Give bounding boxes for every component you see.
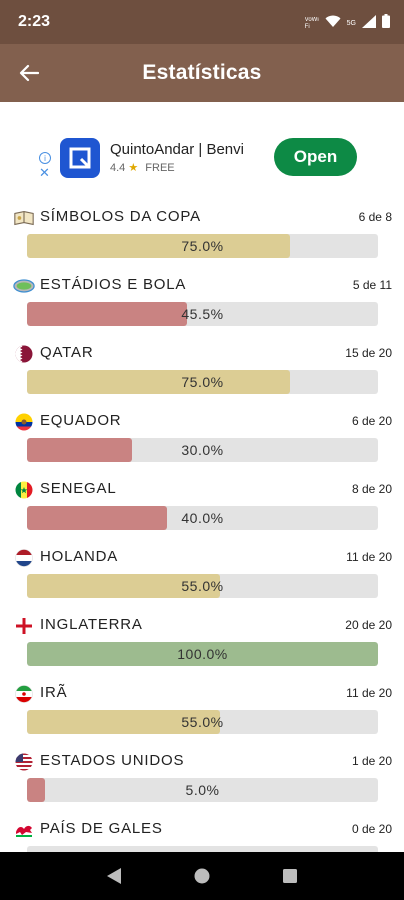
stat-count: 6 de 8 — [358, 210, 392, 224]
stat-name: PAÍS DE GALES — [40, 820, 163, 837]
star-icon: ★ — [128, 162, 139, 174]
ecuador-flag-icon — [13, 412, 35, 432]
vowifi-label: VoWi-Fi — [304, 16, 319, 30]
battery-icon — [382, 14, 390, 33]
progress-label: 45.5% — [181, 306, 224, 322]
network-label: 5G — [346, 20, 356, 27]
progress-bar: 30.0% — [27, 438, 378, 462]
stat-row: ESTADOS UNIDOS 1 de 20 5.0% — [0, 749, 404, 817]
nav-back-button[interactable] — [99, 861, 129, 891]
arrow-left-icon — [19, 64, 39, 82]
progress-bar: 100.0% — [27, 642, 378, 666]
status-bar: 2:23 VoWi-Fi 5G — [0, 0, 404, 44]
progress-bar: 40.0% — [27, 506, 378, 530]
progress-bar: 5.0% — [27, 778, 378, 802]
usa-flag-icon — [13, 752, 35, 772]
close-icon[interactable]: ✕ — [39, 165, 50, 180]
ad-rating: 4.4 ★ FREE — [110, 161, 175, 174]
progress-bar: 55.0% — [27, 710, 378, 734]
back-button[interactable] — [14, 58, 44, 88]
progress-label: 40.0% — [181, 510, 224, 526]
ad-price: FREE — [145, 162, 175, 174]
ad-rating-value: 4.4 — [110, 162, 126, 174]
stat-count: 15 de 20 — [345, 346, 392, 360]
status-time: 2:23 — [18, 13, 51, 30]
nav-recents-button[interactable] — [275, 861, 305, 891]
stat-row: EQUADOR 6 de 20 30.0% — [0, 409, 404, 477]
stat-row: SENEGAL 8 de 20 40.0% — [0, 477, 404, 545]
stat-count: 11 de 20 — [346, 686, 392, 700]
progress-label: 30.0% — [181, 442, 224, 458]
stat-count: 6 de 20 — [351, 414, 392, 428]
nav-home-button[interactable] — [187, 861, 217, 891]
stat-count: 11 de 20 — [346, 550, 392, 564]
stat-name: INGLATERRA — [40, 616, 143, 633]
page-title: Estatísticas — [142, 61, 262, 84]
progress-fill — [27, 710, 221, 734]
progress-bar: 75.0% — [27, 370, 378, 394]
ad-app-name[interactable]: QuintoAndar | Benvi — [110, 141, 244, 158]
senegal-flag-icon — [13, 480, 35, 500]
stat-name: SÍMBOLOS DA COPA — [40, 208, 201, 225]
stat-name: SENEGAL — [40, 480, 117, 497]
stat-name: ESTADOS UNIDOS — [40, 752, 185, 769]
info-icon[interactable]: i — [39, 152, 51, 164]
ad-banner[interactable]: i ✕ QuintoAndar | Benvi 4.4 ★ FREE Open — [36, 132, 368, 184]
stat-name: QATAR — [40, 344, 94, 361]
stat-name: ESTÁDIOS E BOLA — [40, 276, 187, 293]
progress-label: 5.0% — [185, 782, 220, 798]
netherlands-flag-icon — [13, 548, 35, 568]
signal-icon — [362, 14, 376, 33]
progress-fill — [27, 778, 45, 802]
progress-label: 100.0% — [177, 646, 228, 662]
stat-row: ESTÁDIOS E BOLA 5 de 11 45.5% — [0, 273, 404, 341]
qatar-flag-icon — [13, 344, 35, 364]
wales-flag-icon — [13, 820, 35, 840]
progress-fill — [27, 642, 378, 666]
ad-open-button[interactable]: Open — [274, 138, 357, 176]
stat-row: IRÃ 11 de 20 55.0% — [0, 681, 404, 749]
progress-fill — [27, 506, 168, 530]
progress-fill — [27, 370, 291, 394]
wifi-icon — [325, 15, 341, 33]
progress-label: 75.0% — [181, 238, 224, 254]
progress-bar: 75.0% — [27, 234, 378, 258]
stat-row: HOLANDA 11 de 20 55.0% — [0, 545, 404, 613]
progress-fill — [27, 438, 133, 462]
triangle-back-icon — [107, 868, 121, 884]
iran-flag-icon — [13, 684, 35, 704]
stat-name: HOLANDA — [40, 548, 119, 565]
navigation-bar — [0, 852, 404, 900]
app-bar: Estatísticas — [0, 44, 404, 102]
status-icons: VoWi-Fi 5G — [305, 14, 390, 33]
stat-count: 20 de 20 — [345, 618, 392, 632]
progress-fill — [27, 574, 221, 598]
square-recents-icon — [283, 869, 297, 883]
app-logo-icon[interactable] — [60, 138, 100, 178]
circle-home-icon — [194, 868, 210, 884]
stat-row: INGLATERRA 20 de 20 100.0% — [0, 613, 404, 681]
stat-count: 5 de 11 — [352, 278, 392, 292]
progress-bar: 55.0% — [27, 574, 378, 598]
england-flag-icon — [13, 616, 35, 636]
stadium-icon — [13, 276, 35, 296]
stat-name: IRÃ — [40, 684, 68, 701]
progress-fill — [27, 302, 187, 326]
stat-row: QATAR 15 de 20 75.0% — [0, 341, 404, 409]
progress-bar: 45.5% — [27, 302, 378, 326]
trophy-book-icon — [13, 208, 35, 228]
progress-label: 55.0% — [181, 714, 224, 730]
progress-label: 75.0% — [181, 374, 224, 390]
stat-name: EQUADOR — [40, 412, 122, 429]
stat-row: SÍMBOLOS DA COPA 6 de 8 75.0% — [0, 205, 404, 273]
progress-fill — [27, 234, 291, 258]
stat-count: 1 de 20 — [351, 754, 392, 768]
stat-count: 0 de 20 — [351, 822, 392, 836]
progress-label: 55.0% — [181, 578, 224, 594]
stat-count: 8 de 20 — [351, 482, 392, 496]
